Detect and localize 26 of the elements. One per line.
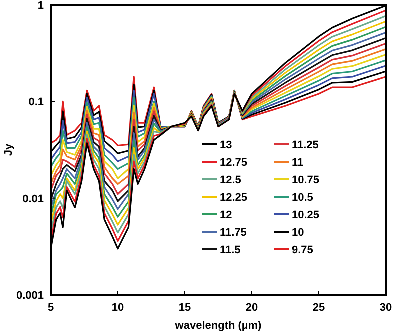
legend-label: 12.75: [220, 157, 248, 169]
y-axis-title: Jy: [3, 143, 15, 156]
x-tick-label: 10: [112, 302, 124, 314]
x-tick-label: 15: [178, 302, 192, 314]
x-tick-label: 30: [380, 302, 392, 314]
legend-label: 11.25: [292, 140, 319, 152]
y-tick-label: 0.001: [16, 290, 44, 302]
legend-label: 11.75: [220, 227, 247, 239]
legend-label: 10: [292, 227, 304, 239]
legend-label: 12.5: [220, 174, 242, 186]
x-tick-label: 25: [312, 302, 326, 314]
x-tick-label: 20: [246, 302, 258, 314]
legend-label: 12: [220, 210, 232, 222]
legend-label: 10.25: [292, 210, 320, 222]
x-tick-label: 5: [48, 302, 54, 314]
x-axis-title: wavelength (µm): [174, 320, 262, 332]
legend-label: 12.25: [220, 192, 248, 204]
legend-label: 10.75: [292, 174, 320, 186]
legend-label: 9.75: [292, 244, 314, 256]
y-tick-label: 1: [38, 0, 44, 12]
legend-label: 11.5: [220, 244, 241, 256]
legend-label: 13: [220, 140, 232, 152]
legend-label: 10.5: [292, 192, 314, 204]
y-tick-label: 0.01: [22, 193, 44, 206]
legend-label: 11: [292, 157, 304, 169]
y-tick-label: 0.1: [28, 96, 44, 109]
